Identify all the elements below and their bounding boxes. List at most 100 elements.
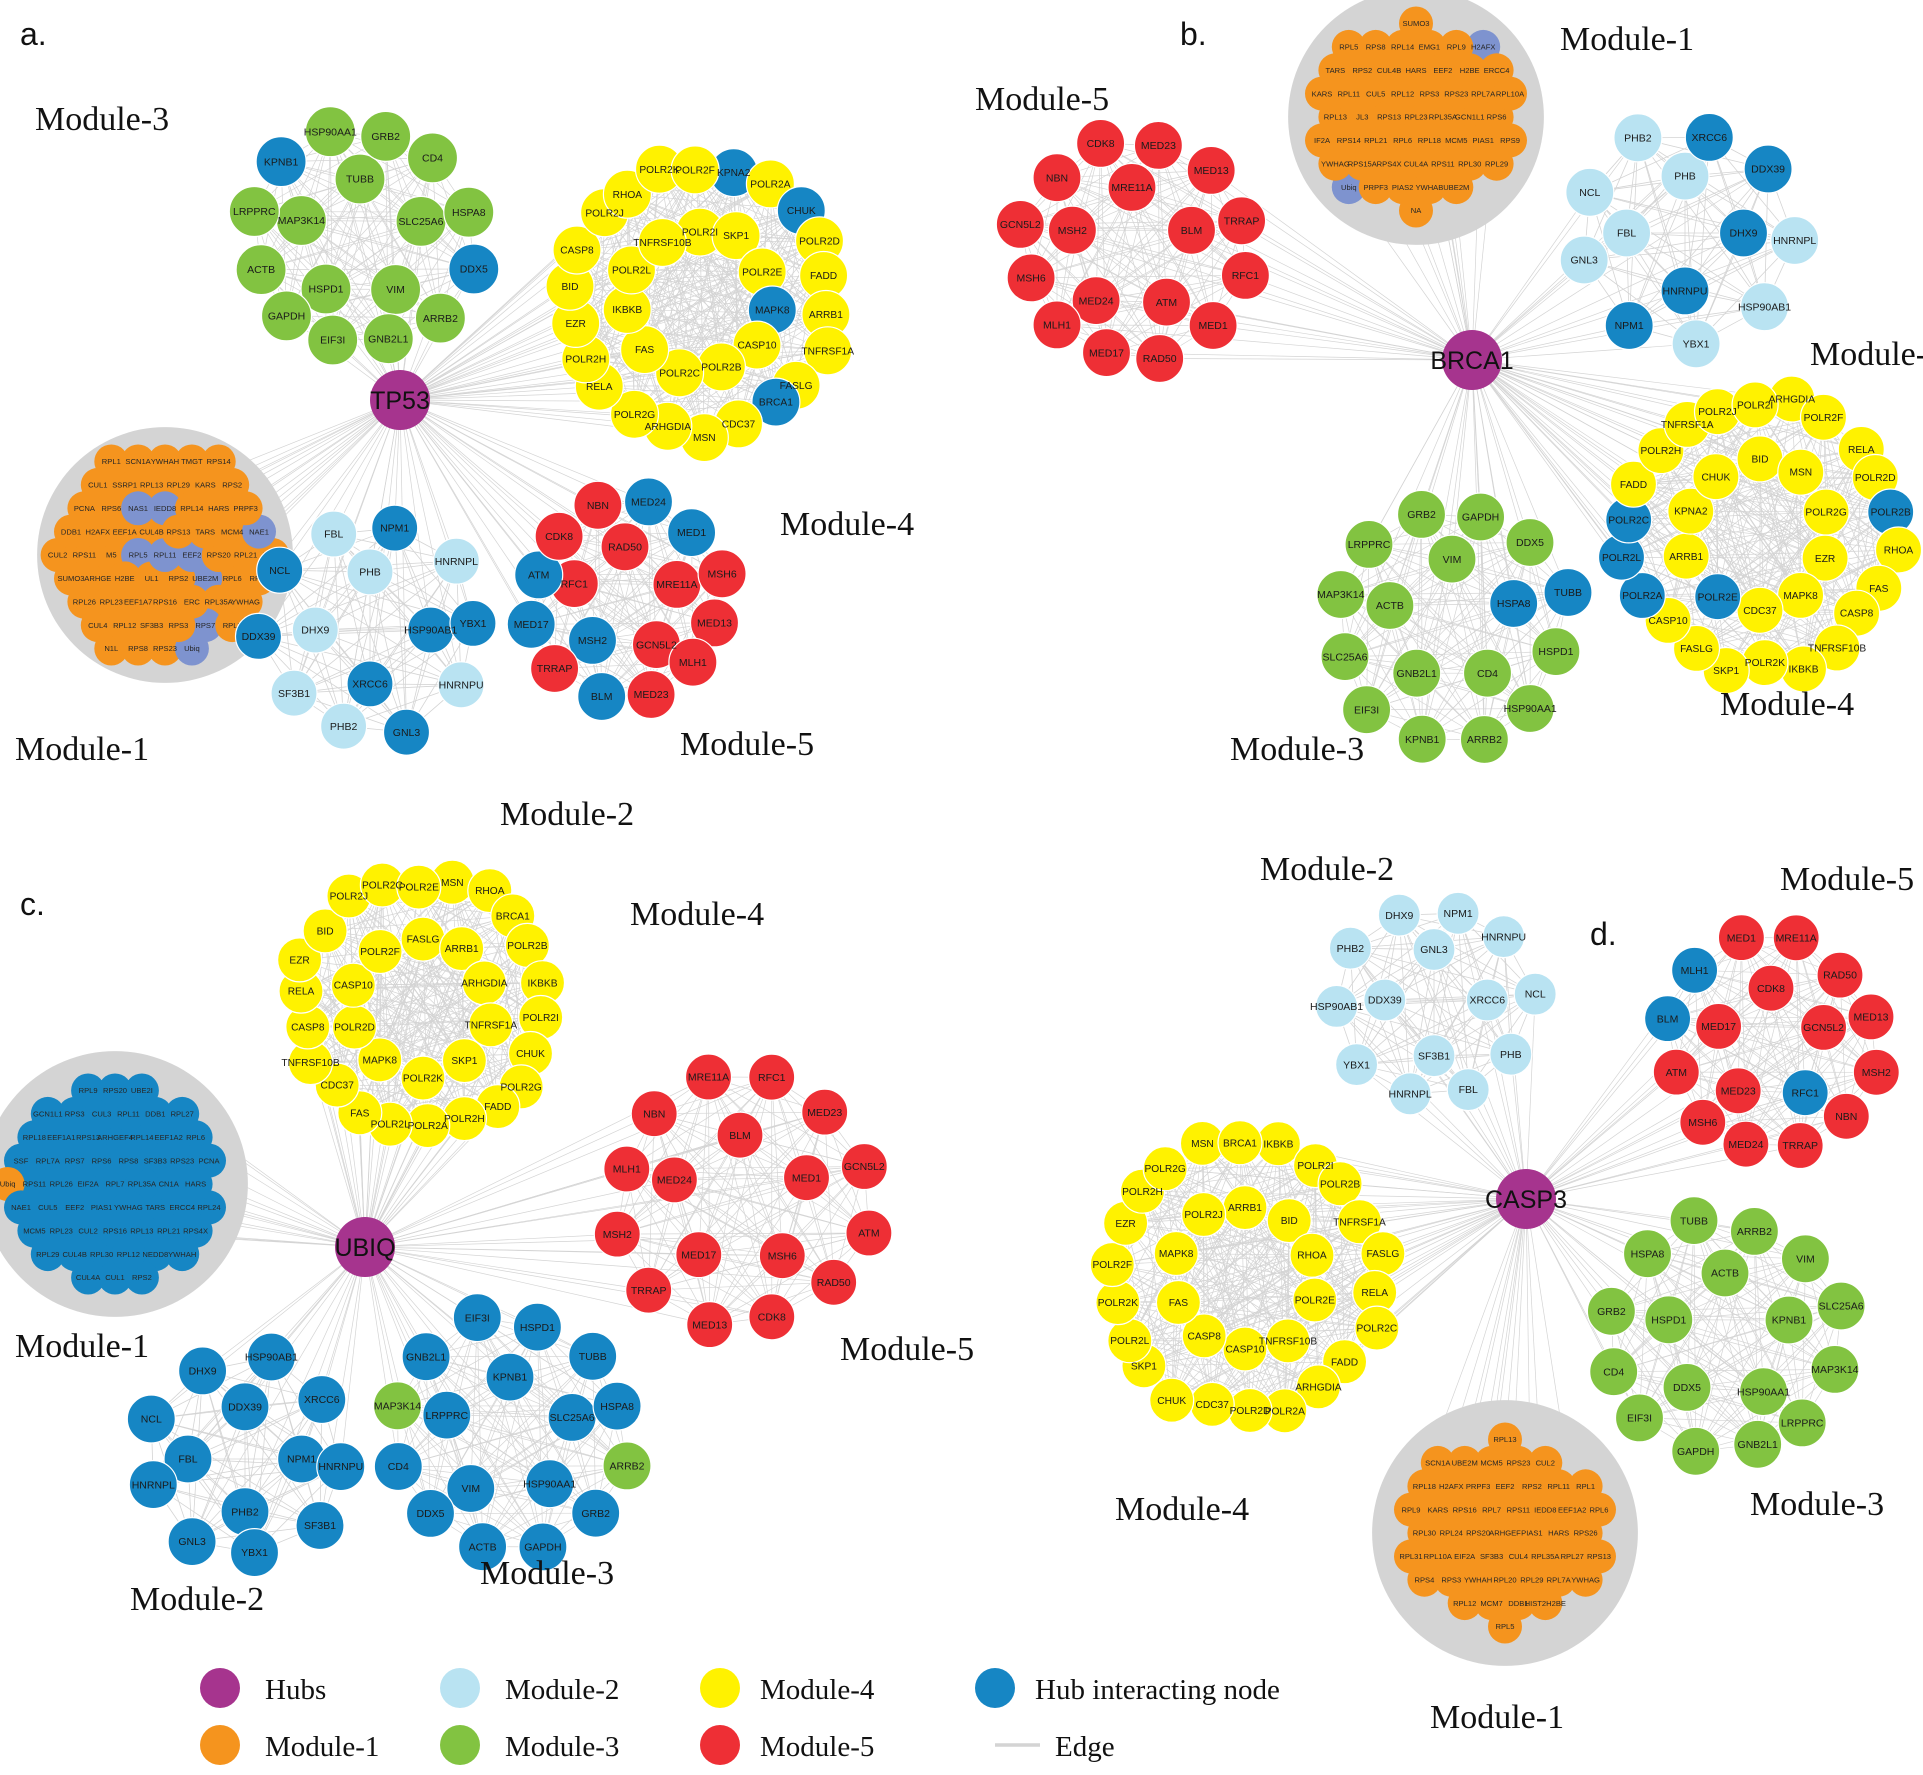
svg-text:ARRB2: ARRB2 xyxy=(1467,734,1502,746)
svg-text:MED23: MED23 xyxy=(807,1107,842,1119)
svg-text:TRRAP: TRRAP xyxy=(537,663,573,675)
svg-text:ATM: ATM xyxy=(1666,1067,1687,1079)
svg-text:Module-3: Module-3 xyxy=(1750,1486,1884,1523)
svg-text:RPL1: RPL1 xyxy=(1576,1482,1595,1491)
svg-text:DDB1: DDB1 xyxy=(61,527,81,536)
svg-text:RPL35A: RPL35A xyxy=(128,1180,157,1189)
svg-text:MED24: MED24 xyxy=(1079,295,1114,307)
svg-text:RPS3: RPS3 xyxy=(65,1110,85,1119)
svg-text:DDX39: DDX39 xyxy=(1368,995,1402,1007)
svg-text:GRB2: GRB2 xyxy=(371,131,400,143)
svg-text:ARRB1: ARRB1 xyxy=(1669,552,1703,563)
svg-text:EEF1A: EEF1A xyxy=(113,527,138,536)
svg-text:RPL5: RPL5 xyxy=(129,551,148,560)
svg-text:RPS2: RPS2 xyxy=(1352,66,1372,75)
svg-text:FAS: FAS xyxy=(1169,1298,1188,1309)
svg-text:CDC37: CDC37 xyxy=(320,1081,354,1092)
svg-text:TARS: TARS xyxy=(195,527,215,536)
svg-text:CDK8: CDK8 xyxy=(758,1312,786,1324)
svg-text:TNFRSF10B: TNFRSF10B xyxy=(633,238,692,249)
svg-text:UBE2M: UBE2M xyxy=(192,574,218,583)
svg-text:RPS3: RPS3 xyxy=(1441,1575,1461,1584)
svg-text:RPS8: RPS8 xyxy=(1366,43,1386,52)
svg-text:RPL18: RPL18 xyxy=(1418,136,1441,145)
svg-text:VIM: VIM xyxy=(461,1483,480,1495)
svg-text:TNFRSF1A: TNFRSF1A xyxy=(1661,420,1714,431)
svg-text:HSP90AB1: HSP90AB1 xyxy=(1738,301,1791,313)
svg-text:MED24: MED24 xyxy=(1728,1139,1763,1151)
svg-text:YBX1: YBX1 xyxy=(1343,1059,1370,1071)
svg-text:JL3: JL3 xyxy=(1356,113,1368,122)
svg-text:RPL10A: RPL10A xyxy=(1496,89,1525,98)
svg-text:RPL1: RPL1 xyxy=(102,457,121,466)
svg-text:MSH2: MSH2 xyxy=(603,1229,632,1241)
svg-text:UBE2I: UBE2I xyxy=(131,1086,153,1095)
svg-text:SLC25A6: SLC25A6 xyxy=(1819,1301,1864,1313)
svg-text:SF3B3: SF3B3 xyxy=(1480,1552,1503,1561)
svg-text:MSH2: MSH2 xyxy=(1058,225,1087,237)
svg-text:RPL7: RPL7 xyxy=(106,1180,125,1189)
svg-text:TRRAP: TRRAP xyxy=(1782,1140,1818,1152)
svg-text:BID: BID xyxy=(317,927,334,938)
svg-text:XRCC6: XRCC6 xyxy=(352,679,388,691)
svg-text:SKP1: SKP1 xyxy=(1713,666,1739,677)
svg-text:HNRNPL: HNRNPL xyxy=(1389,1089,1432,1101)
svg-text:YBX1: YBX1 xyxy=(460,618,487,630)
svg-text:KARS: KARS xyxy=(195,481,216,490)
svg-text:RFC1: RFC1 xyxy=(561,578,589,590)
svg-text:DDX39: DDX39 xyxy=(242,631,276,643)
svg-text:POLR2I: POLR2I xyxy=(1297,1161,1333,1172)
svg-text:ARHGEF: ARHGEF xyxy=(1489,1529,1521,1538)
svg-text:RPS8: RPS8 xyxy=(128,644,148,653)
svg-text:GCN5L2: GCN5L2 xyxy=(844,1161,885,1173)
svg-text:PHB: PHB xyxy=(1674,171,1696,183)
svg-text:HSP90AA1: HSP90AA1 xyxy=(1737,1386,1790,1398)
svg-text:MSN: MSN xyxy=(441,878,464,889)
svg-text:IF2A: IF2A xyxy=(1314,136,1331,145)
svg-text:GRB2: GRB2 xyxy=(1407,509,1436,521)
svg-text:POLR2E: POLR2E xyxy=(1698,592,1738,603)
svg-text:FBL: FBL xyxy=(1617,228,1636,240)
svg-text:IKBKB: IKBKB xyxy=(1263,1139,1293,1150)
svg-text:Hubs: Hubs xyxy=(265,1674,326,1706)
svg-text:POLR2H: POLR2H xyxy=(1641,446,1682,457)
svg-text:Module-4: Module-4 xyxy=(630,896,764,933)
svg-text:MAP3K14: MAP3K14 xyxy=(278,215,325,227)
svg-text:Module-4: Module-4 xyxy=(1115,1491,1249,1528)
svg-text:H2BE: H2BE xyxy=(1460,66,1480,75)
svg-text:ARRB1: ARRB1 xyxy=(809,310,843,321)
svg-text:TNFRSF10B: TNFRSF10B xyxy=(281,1058,340,1069)
svg-text:RPL6: RPL6 xyxy=(186,1133,205,1142)
svg-text:PRPF3: PRPF3 xyxy=(233,504,257,513)
svg-text:CD4: CD4 xyxy=(1477,668,1498,680)
svg-text:GRB2: GRB2 xyxy=(581,1508,610,1520)
svg-text:CUL2: CUL2 xyxy=(1536,1459,1555,1468)
svg-text:RPL11: RPL11 xyxy=(154,551,177,560)
svg-text:ARHGEF4: ARHGEF4 xyxy=(97,1133,133,1142)
svg-text:RPS6: RPS6 xyxy=(1487,113,1507,122)
svg-text:MRE11A: MRE11A xyxy=(656,579,697,591)
svg-text:SF3B1: SF3B1 xyxy=(278,688,310,700)
svg-text:RPL14: RPL14 xyxy=(1391,43,1414,52)
svg-text:HNRNPU: HNRNPU xyxy=(1481,931,1526,943)
svg-text:MED1: MED1 xyxy=(1727,932,1756,944)
svg-text:MED24: MED24 xyxy=(631,497,666,509)
svg-text:POLR2B: POLR2B xyxy=(1320,1179,1360,1190)
svg-text:RPL23: RPL23 xyxy=(1404,113,1427,122)
svg-text:IKBKB: IKBKB xyxy=(527,978,557,989)
svg-text:SLC25A6: SLC25A6 xyxy=(399,216,444,228)
svg-text:RPL6: RPL6 xyxy=(1393,136,1412,145)
svg-text:MED1: MED1 xyxy=(792,1172,821,1184)
svg-text:POLR2K: POLR2K xyxy=(639,165,679,176)
svg-text:RPL5: RPL5 xyxy=(1339,43,1358,52)
svg-text:TUBB: TUBB xyxy=(346,174,374,186)
svg-text:YWHAH: YWHAH xyxy=(168,1250,196,1259)
svg-text:RPL12: RPL12 xyxy=(117,1250,140,1259)
svg-text:CUL1: CUL1 xyxy=(105,1273,124,1282)
svg-text:NEDD8: NEDD8 xyxy=(142,1250,168,1259)
svg-text:TRRAP: TRRAP xyxy=(631,1285,667,1297)
svg-text:CDK8: CDK8 xyxy=(1087,138,1115,150)
svg-text:c.: c. xyxy=(20,886,45,922)
svg-text:POLR2C: POLR2C xyxy=(362,881,403,892)
svg-text:HNRNPU: HNRNPU xyxy=(439,680,484,692)
